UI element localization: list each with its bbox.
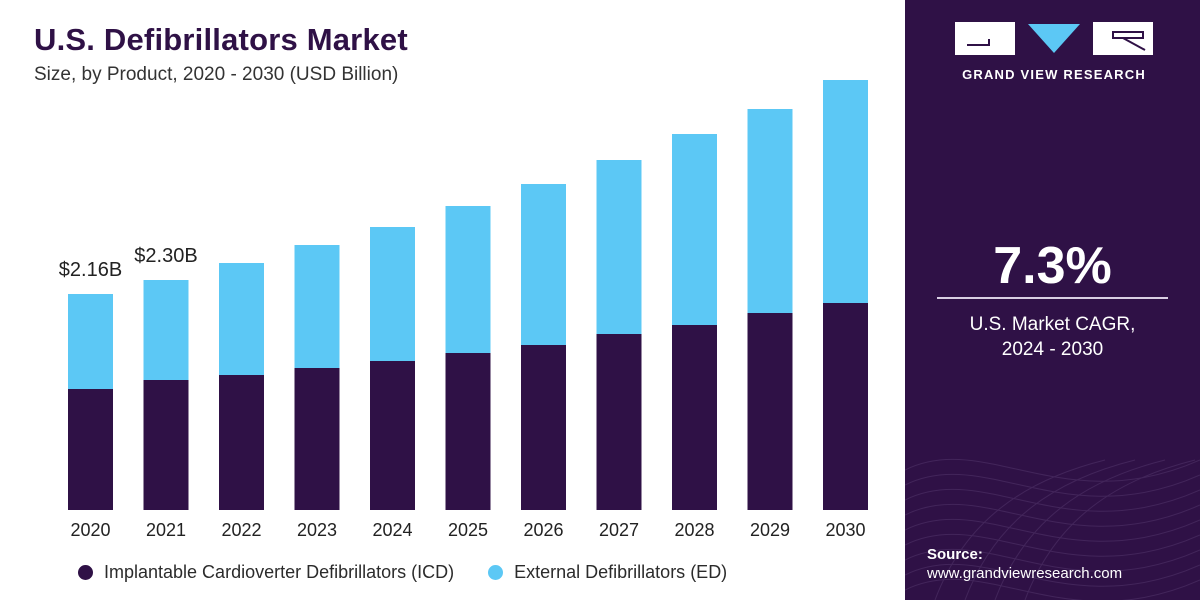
x-tick-label-2022: 2022 — [221, 520, 261, 540]
legend-label-ed: External Defibrillators (ED) — [514, 562, 728, 582]
x-tick-label-2030: 2030 — [825, 520, 865, 540]
x-tick-label-2026: 2026 — [523, 520, 563, 540]
x-tick-label-2028: 2028 — [674, 520, 714, 540]
source-url[interactable]: www.grandviewresearch.com — [927, 565, 1123, 582]
legend-label-icd: Implantable Cardioverter Defibrillators … — [104, 562, 455, 582]
legend-item-icd: Implantable Cardioverter Defibrillators … — [78, 562, 454, 583]
chart-area: U.S. Defibrillators Market Size, by Prod… — [34, 22, 868, 583]
bar-icd-2022 — [219, 375, 264, 510]
data-label-2020: $2.16B — [59, 259, 122, 281]
cagr-value: 7.3% — [993, 237, 1112, 295]
x-tick-label-2021: 2021 — [146, 520, 186, 540]
cagr-divider — [937, 297, 1168, 299]
bar-ed-2029 — [747, 109, 793, 313]
brand-logo: GRAND VIEW RESEARCH — [945, 22, 1163, 82]
bar-ed-2024 — [370, 227, 415, 361]
gvr-logo-icon — [945, 22, 1163, 55]
bar-icd-2023 — [294, 368, 340, 510]
cagr-label-line1: U.S. Market CAGR, — [969, 314, 1136, 335]
x-tick-label-2025: 2025 — [448, 520, 488, 540]
x-tick-label-2023: 2023 — [297, 520, 337, 540]
brand-name: GRAND VIEW RESEARCH — [962, 67, 1146, 82]
bar-icd-2030 — [823, 303, 868, 510]
bar-icd-2021 — [143, 380, 189, 510]
x-tick-label-2020: 2020 — [70, 520, 110, 540]
legend-swatch-ed — [488, 565, 504, 580]
bar-chart: 2020 2021 2022 2023 2024 2025 2026 2027 2028 2029… — [59, 80, 868, 540]
source-title: Source: — [927, 546, 983, 563]
x-tick-label-2027: 2027 — [599, 520, 639, 540]
bar-icd-2025 — [445, 353, 491, 510]
bar-ed-2022 — [219, 263, 264, 375]
bar-ed-2028 — [672, 134, 717, 325]
bar-ed-2026 — [521, 184, 566, 345]
x-tick-label-2024: 2024 — [372, 520, 412, 540]
bar-icd-2026 — [521, 345, 566, 510]
bar-ed-2021 — [143, 280, 189, 380]
data-label-2021: $2.30B — [134, 245, 197, 267]
bar-ed-2025 — [445, 206, 491, 353]
cagr-label: U.S. Market CAGR, 2024 - 2030 — [905, 312, 1200, 362]
chart-subtitle: Size, by Product, 2020 - 2030 (USD Billi… — [34, 64, 399, 85]
legend-swatch-icd — [78, 565, 93, 580]
wave-pattern-background — [905, 458, 1200, 600]
source-note: Source: www.grandviewresearch.com — [927, 545, 1122, 583]
legend-item-ed: External Defibrillators (ED) — [488, 562, 727, 583]
logo-g-icon — [955, 22, 1015, 55]
logo-r-icon — [1093, 22, 1153, 55]
bar-icd-2027 — [596, 334, 642, 510]
logo-v-icon — [1028, 24, 1080, 53]
side-panel: GRAND VIEW RESEARCH 7.3% U.S. Market CAG… — [905, 0, 1200, 600]
bar-ed-2023 — [294, 245, 340, 368]
bar-icd-2024 — [370, 361, 415, 510]
cagr-label-line2: 2024 - 2030 — [1001, 339, 1104, 360]
bar-ed-2030 — [823, 80, 868, 303]
x-tick-label-2029: 2029 — [750, 520, 790, 540]
chart-title: U.S. Defibrillators Market — [34, 22, 408, 57]
bar-ed-2020 — [68, 294, 113, 389]
chart-legend: Implantable Cardioverter Defibrillators … — [78, 562, 761, 583]
bar-icd-2028 — [672, 325, 717, 510]
bar-ed-2027 — [596, 160, 642, 334]
bar-icd-2020 — [68, 389, 113, 510]
bar-icd-2029 — [747, 313, 793, 510]
